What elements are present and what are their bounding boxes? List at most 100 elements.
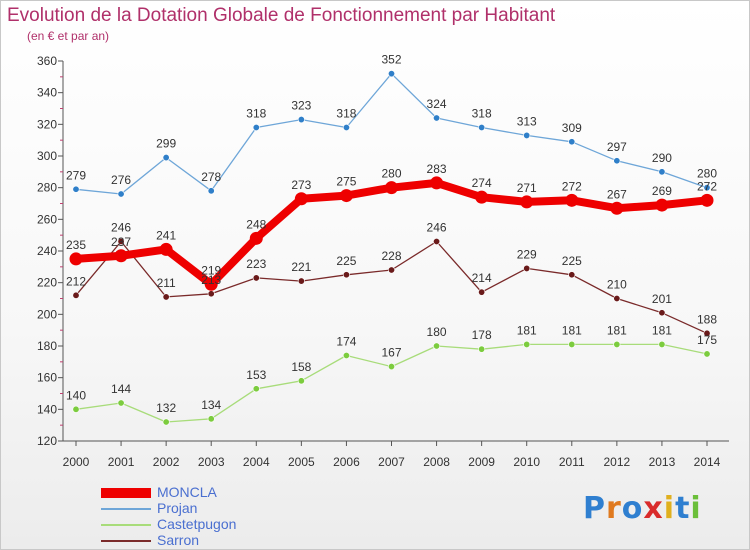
brand-letter: i (690, 491, 702, 526)
y-tick-label: 280 (37, 181, 57, 195)
data-label: 279 (66, 168, 86, 182)
x-tick-label: 2003 (198, 455, 225, 469)
data-point-sarron (613, 294, 621, 302)
data-label: 324 (427, 97, 447, 111)
data-point-moncla (385, 181, 398, 195)
data-label: 178 (472, 328, 492, 342)
data-point-projan (613, 157, 621, 165)
data-point-projan (297, 116, 305, 124)
data-label: 299 (156, 137, 176, 151)
x-tick-label: 2006 (333, 455, 360, 469)
data-point-sarron (207, 290, 215, 298)
x-tick-label: 2009 (468, 455, 495, 469)
line-chart: 120 140 160 180 200 220 240 260 280 300 320 340 360 2… (37, 53, 729, 469)
brand-letter: o (621, 491, 644, 526)
data-point-sarron (703, 329, 711, 337)
data-point-castetpugon (568, 340, 576, 348)
data-point-castetpugon (72, 405, 80, 413)
data-label: 274 (472, 176, 492, 190)
data-point-projan (658, 168, 666, 176)
data-label: 275 (336, 175, 356, 189)
data-point-projan (72, 185, 80, 193)
x-tick-label: 2008 (423, 455, 450, 469)
data-label: 309 (562, 121, 582, 135)
x-tick-label: 2010 (513, 455, 540, 469)
x-tick-label: 2011 (559, 455, 585, 469)
data-label: 280 (381, 167, 401, 181)
data-point-castetpugon (387, 363, 395, 371)
y-tick-label: 260 (37, 212, 57, 226)
y-tick-label: 320 (37, 117, 57, 131)
legend-swatch (101, 508, 151, 510)
legend-item-projan: Projan (101, 500, 321, 517)
y-tick-label: 160 (37, 371, 57, 385)
data-point-moncla (565, 193, 579, 207)
data-point-castetpugon (478, 345, 486, 353)
data-label: 248 (246, 217, 266, 231)
data-label: 223 (246, 257, 266, 271)
data-label: 181 (562, 323, 582, 337)
data-label: 267 (607, 187, 627, 201)
x-tick-label: 2004 (243, 455, 270, 469)
data-label: 188 (697, 312, 717, 326)
data-label: 158 (291, 360, 311, 374)
data-label: 219 (201, 263, 221, 277)
y-tick-label: 340 (37, 86, 57, 100)
data-label: 214 (472, 271, 492, 285)
chart-subtitle: (en € et par an) (27, 29, 110, 43)
data-label: 175 (697, 333, 717, 347)
brand-letter: x (643, 491, 664, 526)
data-point-castetpugon (162, 418, 170, 426)
data-point-projan (207, 187, 215, 195)
data-point-projan (162, 154, 170, 162)
data-label: 246 (427, 221, 447, 235)
y-tick-label: 360 (37, 54, 57, 68)
data-label: 181 (652, 323, 672, 337)
data-point-projan (117, 190, 125, 198)
y-tick-label: 180 (37, 339, 57, 353)
data-point-castetpugon (252, 385, 260, 393)
data-point-sarron (387, 266, 395, 274)
legend-item-castetpugon: Castetpugon (101, 516, 321, 533)
legend-item-moncla: MONCLA (101, 484, 321, 501)
legend-swatch (101, 540, 151, 542)
data-label: 280 (697, 167, 717, 181)
legend-label: MONCLA (157, 484, 217, 500)
y-tick-label: 240 (37, 244, 57, 258)
data-point-moncla (159, 242, 173, 256)
data-point-projan (342, 124, 350, 132)
data-point-moncla (69, 252, 83, 266)
brand-letter: t (675, 491, 691, 526)
data-label: 229 (517, 247, 537, 261)
x-tick-label: 2014 (694, 455, 721, 469)
data-point-moncla (430, 176, 444, 190)
data-label: 323 (291, 99, 311, 113)
legend-label: Projan (157, 500, 198, 516)
data-label: 269 (652, 184, 672, 198)
data-point-sarron (478, 288, 486, 296)
data-label: 290 (652, 151, 672, 165)
data-point-moncla (520, 195, 534, 209)
x-tick-label: 2000 (63, 455, 90, 469)
data-point-sarron (433, 238, 441, 246)
legend-item-sarron: Sarron (101, 532, 321, 549)
legend-swatch (101, 524, 151, 526)
data-label: 167 (381, 346, 401, 360)
data-label: 297 (607, 140, 627, 154)
data-point-projan (433, 114, 441, 122)
x-tick-label: 2007 (378, 455, 405, 469)
series-points (69, 70, 714, 426)
data-label: 153 (246, 368, 266, 382)
data-point-projan (387, 70, 395, 78)
data-label: 272 (697, 179, 717, 193)
data-point-projan (523, 131, 531, 139)
data-label: 318 (472, 107, 492, 121)
data-point-castetpugon (523, 340, 531, 348)
data-point-sarron (523, 264, 531, 272)
data-label: 180 (427, 325, 447, 339)
legend-label: Sarron (157, 532, 200, 548)
data-point-castetpugon (207, 415, 215, 423)
brand-letter: P (583, 491, 606, 526)
data-label: 132 (156, 401, 176, 415)
x-tick-label: 2002 (153, 455, 180, 469)
